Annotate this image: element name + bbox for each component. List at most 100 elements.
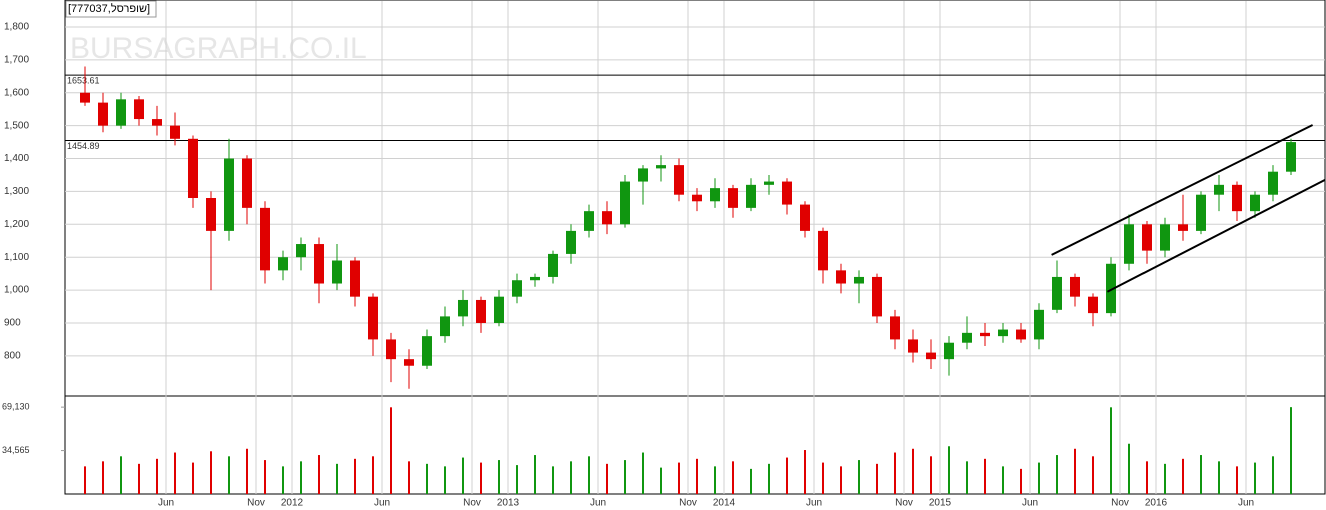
volume-bar [840, 466, 842, 494]
volume-bar [444, 466, 446, 494]
volume-bar [984, 458, 986, 494]
candle-body [782, 181, 792, 205]
candle-body [1160, 224, 1170, 251]
x-tick-label: Jun [1022, 498, 1038, 509]
candle-body [98, 102, 108, 126]
volume-bar [1182, 458, 1184, 494]
candle-body [206, 198, 216, 231]
volume-bar [948, 446, 950, 494]
y-tick-label: 1,100 [4, 252, 29, 263]
volume-bar [210, 451, 212, 494]
plot-frame [64, 0, 1326, 495]
volume-bar [354, 458, 356, 494]
candle-body [746, 184, 756, 208]
x-tick-label: Nov [679, 498, 697, 509]
x-tick-label: 2013 [497, 498, 520, 509]
candle-body [260, 207, 270, 271]
volume-bar [570, 461, 572, 494]
volume-bar [768, 463, 770, 494]
volume-bar [120, 456, 122, 494]
candle-body [764, 181, 774, 185]
volume-bar [1002, 466, 1004, 494]
volume-tick-label: 69,130 [2, 402, 30, 412]
candle-body [1070, 276, 1080, 297]
candle-body [1088, 296, 1098, 314]
x-tick-label: Jun [806, 498, 822, 509]
y-tick-label: 1,200 [4, 219, 29, 230]
volume-bar [84, 466, 86, 494]
y-tick-label: 1,700 [4, 55, 29, 66]
candle-body [476, 299, 486, 323]
candle-body [800, 204, 810, 231]
candle-body [1052, 276, 1062, 310]
y-tick-label: 1,000 [4, 285, 29, 296]
candle-body [890, 316, 900, 340]
candle-body [944, 342, 954, 360]
candle-body [566, 230, 576, 254]
volume-bar [750, 468, 752, 494]
candle-body [638, 168, 648, 182]
volume-bar [516, 465, 518, 494]
candle-body [116, 99, 126, 126]
volume-bar [246, 448, 248, 494]
volume-bar [372, 456, 374, 494]
volume-bar [624, 460, 626, 494]
volume-bar [300, 461, 302, 494]
x-tick-label: Jun [374, 498, 390, 509]
volume-bar [426, 463, 428, 494]
volume-bar [606, 463, 608, 494]
volume-bar [912, 448, 914, 494]
candle-body [368, 296, 378, 340]
candle-body [278, 257, 288, 271]
volume-bar [1128, 443, 1130, 494]
volume-bar [102, 461, 104, 494]
volume-bar [228, 456, 230, 494]
volume-bar [894, 452, 896, 494]
volume-bar [408, 461, 410, 494]
volume-bar [930, 456, 932, 494]
candle-body [530, 276, 540, 281]
candle-body [1196, 194, 1206, 231]
x-tick-label: 2014 [713, 498, 736, 509]
candle-body [1232, 184, 1242, 212]
volume-bar [1020, 468, 1022, 494]
candle-body [188, 138, 198, 198]
volume-bar [264, 460, 266, 494]
candle-body [1286, 142, 1296, 172]
candle-body [422, 336, 432, 366]
candle-body [458, 299, 468, 317]
candle-body [692, 194, 702, 202]
candle-body [242, 158, 252, 208]
candle-body [404, 359, 414, 366]
candle-body [998, 329, 1008, 337]
volume-bar [336, 463, 338, 494]
volume-bar [192, 462, 194, 494]
volume-bar [1236, 466, 1238, 494]
candle-body [1034, 309, 1044, 340]
y-tick-label: 1,300 [4, 186, 29, 197]
volume-bar [1146, 461, 1148, 494]
volume-bar [786, 457, 788, 494]
candle-body [854, 276, 864, 284]
volume-bar [318, 455, 320, 494]
candle-body [350, 260, 360, 297]
candle-body [1106, 263, 1116, 314]
volume-bar [588, 456, 590, 494]
volume-bar [696, 458, 698, 494]
level-label: 1454.89 [67, 141, 100, 151]
x-tick-label: Jun [158, 498, 174, 509]
y-tick-label: 900 [4, 318, 21, 329]
candle-body [872, 276, 882, 317]
candle-body [1268, 171, 1278, 195]
candle-body [1214, 184, 1224, 195]
x-tick-label: 2016 [1145, 498, 1168, 509]
candle-body [494, 296, 504, 323]
candle-body [314, 244, 324, 284]
x-tick-label: Jun [1238, 498, 1254, 509]
level-label: 1653.61 [67, 75, 100, 85]
candle-body [170, 125, 180, 139]
y-tick-label: 1,600 [4, 87, 29, 98]
volume-bar [480, 462, 482, 494]
volume-bar [732, 461, 734, 494]
